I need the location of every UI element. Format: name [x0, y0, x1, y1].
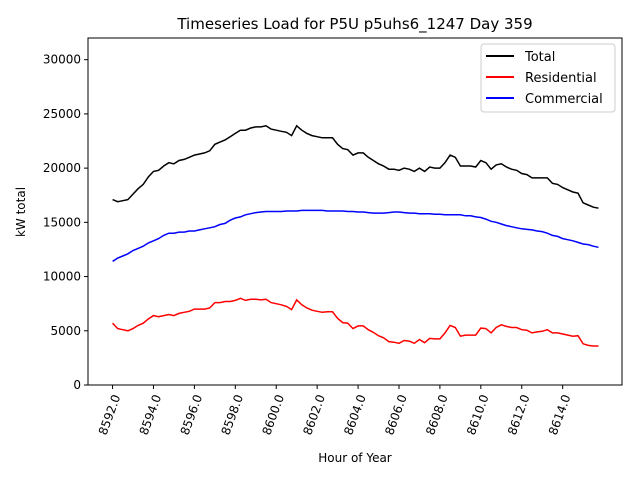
y-tick-label: 15000 [43, 215, 81, 229]
y-axis-ticks: 0 5000 10000 15000 20000 25000 30000 [43, 53, 88, 392]
x-tick-label: 8614.0 [546, 393, 574, 437]
x-tick-label: 8604.0 [341, 393, 369, 437]
x-tick-label: 8592.0 [96, 393, 124, 437]
x-tick-label: 8606.0 [382, 393, 410, 437]
series-line-residential [112, 297, 599, 347]
x-tick-label: 8594.0 [137, 393, 165, 437]
legend-box [480, 43, 616, 113]
legend-label: Residential [525, 71, 597, 86]
y-tick-label: 30000 [43, 53, 81, 67]
legend: Total Residential Commercial [480, 43, 616, 113]
y-tick-label: 0 [73, 378, 81, 392]
x-tick-label: 8596.0 [178, 393, 206, 437]
legend-label: Total [524, 50, 555, 65]
y-axis-label: kW total [14, 187, 28, 237]
x-tick-label: 8598.0 [219, 393, 247, 437]
x-tick-label: 8602.0 [300, 393, 328, 437]
legend-label: Commercial [525, 92, 603, 107]
y-tick-label: 25000 [43, 107, 81, 121]
x-tick-label: 8610.0 [464, 393, 492, 437]
x-tick-label: 8608.0 [423, 393, 451, 437]
y-tick-label: 5000 [50, 324, 81, 338]
plot-frame [87, 37, 623, 386]
x-tick-label: 8612.0 [505, 393, 533, 437]
x-tick-label: 8600.0 [259, 393, 287, 437]
series-line-total [112, 124, 599, 209]
x-axis-ticks: 8592.0 8594.0 8596.0 8598.0 8600.0 8602.0 8604… [96, 385, 574, 437]
y-tick-label: 10000 [43, 270, 81, 284]
series-layer [112, 124, 599, 347]
chart-title: Timeseries Load for P5U p5uhs6_1247 Day … [176, 15, 532, 34]
x-axis-label: Hour of Year [318, 451, 392, 465]
y-tick-label: 20000 [43, 161, 81, 175]
series-line-commercial [112, 209, 599, 263]
